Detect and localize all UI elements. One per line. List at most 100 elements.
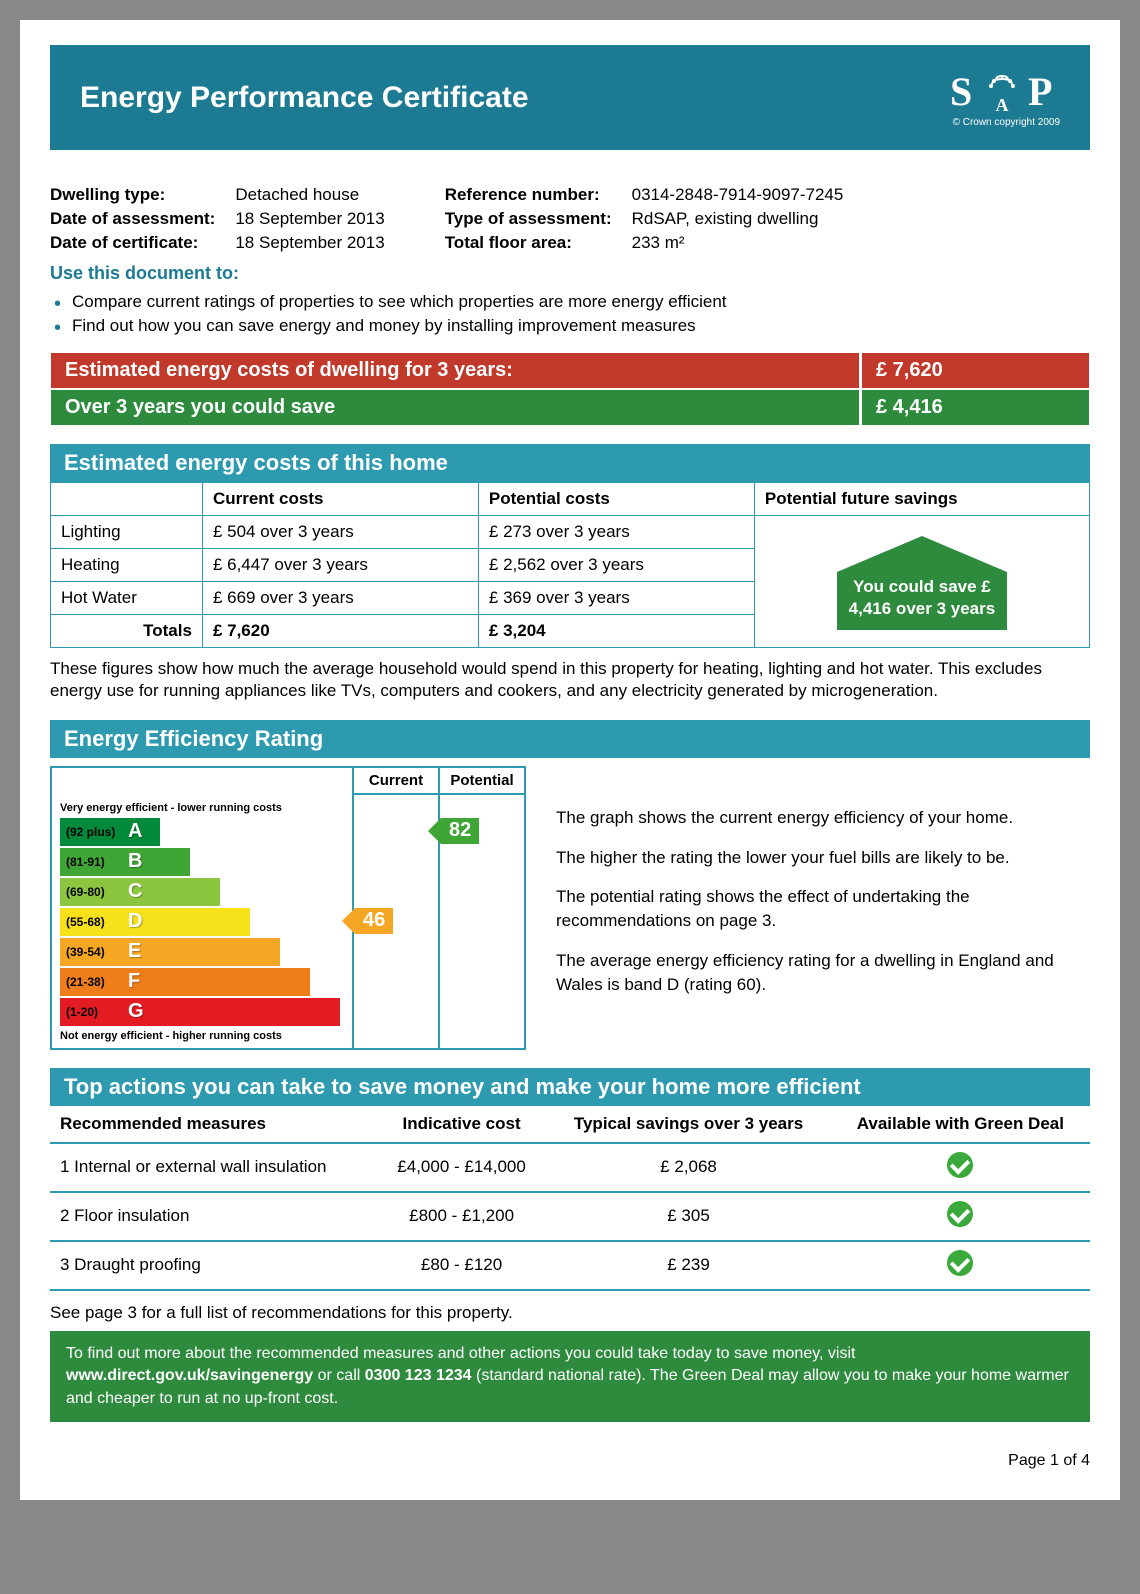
info-col-left: Dwelling type:Detached house Date of ass… — [50, 185, 385, 253]
info-value: RdSAP, existing dwelling — [632, 209, 844, 229]
rating-text-p: The graph shows the current energy effic… — [556, 806, 1090, 830]
rating-pointer: 82 — [428, 818, 479, 844]
action-savings: £ 2,068 — [546, 1143, 830, 1192]
band-range: (21-38) — [66, 975, 120, 989]
costs-row-label: Heating — [51, 548, 203, 581]
costs-section-header: Estimated energy costs of this home — [50, 444, 1090, 482]
info-label: Date of certificate: — [50, 233, 215, 253]
green-deal-box: To find out more about the recommended m… — [50, 1331, 1090, 1422]
info-value: 18 September 2013 — [235, 233, 384, 253]
rating-band: (81-91) B — [60, 848, 190, 876]
use-doc-item: Compare current ratings of properties to… — [50, 290, 1090, 314]
table-row: 2 Floor insulation£800 - £1,200£ 305 — [50, 1192, 1090, 1241]
info-label: Reference number: — [445, 185, 612, 205]
green-box-phone: 0300 123 1234 — [365, 1367, 472, 1384]
actions-note: See page 3 for a full list of recommenda… — [50, 1303, 1090, 1323]
rating-text-p: The average energy efficiency rating for… — [556, 949, 1090, 997]
green-box-text: or call — [313, 1367, 365, 1384]
costs-head-current: Current costs — [202, 482, 478, 515]
svg-text:S: S — [950, 69, 972, 114]
band-letter: D — [128, 910, 142, 933]
summary-cost-label: Estimated energy costs of dwelling for 3… — [51, 353, 859, 388]
bands-caption-bot: Not energy efficient - higher running co… — [60, 1030, 344, 1042]
band-letter: G — [128, 1000, 144, 1023]
green-box-url: www.direct.gov.uk/savingenergy — [66, 1367, 313, 1384]
savings-arrow-icon: You could save £ 4,416 over 3 years — [837, 536, 1007, 630]
rating-pointer: 46 — [342, 908, 393, 934]
rating-section: Very energy efficient - lower running co… — [50, 766, 1090, 1050]
check-icon — [947, 1250, 973, 1276]
use-doc-item: Find out how you can save energy and mon… — [50, 314, 1090, 338]
band-range: (81-91) — [66, 855, 120, 869]
rating-text: The graph shows the current energy effic… — [556, 766, 1090, 1050]
band-letter: B — [128, 850, 142, 873]
costs-row-label: Lighting — [51, 515, 203, 548]
savings-cell: You could save £ 4,416 over 3 years — [754, 515, 1089, 647]
rating-chart: Very energy efficient - lower running co… — [50, 766, 526, 1050]
info-grid: Dwelling type:Detached house Date of ass… — [50, 185, 1090, 253]
check-icon — [947, 1201, 973, 1227]
info-label: Date of assessment: — [50, 209, 215, 229]
use-doc-list: Compare current ratings of properties to… — [50, 290, 1090, 338]
action-measure: 3 Draught proofing — [50, 1241, 377, 1290]
page: Energy Performance Certificate S A P © C… — [20, 20, 1120, 1500]
costs-head-blank — [51, 482, 203, 515]
table-row: Current costs Potential costs Potential … — [51, 482, 1090, 515]
action-greendeal — [831, 1143, 1090, 1192]
savings-text: You could save £ 4,416 over 3 years — [837, 572, 1007, 630]
action-greendeal — [831, 1241, 1090, 1290]
rating-text-p: The higher the rating the lower your fue… — [556, 846, 1090, 870]
table-row: 3 Draught proofing£80 - £120£ 239 — [50, 1241, 1090, 1290]
rating-band: (39-54) E — [60, 938, 280, 966]
info-col-right: Reference number:0314-2848-7914-9097-724… — [445, 185, 844, 253]
rating-band: (1-20) G — [60, 998, 340, 1026]
summary-cost-row: Estimated energy costs of dwelling for 3… — [50, 352, 1090, 389]
actions-table: Recommended measures Indicative cost Typ… — [50, 1106, 1090, 1291]
action-measure: 1 Internal or external wall insulation — [50, 1143, 377, 1192]
action-cost: £4,000 - £14,000 — [377, 1143, 546, 1192]
info-label: Type of assessment: — [445, 209, 612, 229]
rating-col-current: Current 46 — [352, 768, 438, 1048]
summary-save-label: Over 3 years you could save — [51, 390, 859, 425]
actions-head-cost: Indicative cost — [377, 1106, 546, 1143]
page-number: Page 1 of 4 — [50, 1452, 1090, 1470]
action-savings: £ 239 — [546, 1241, 830, 1290]
band-range: (69-80) — [66, 885, 120, 899]
info-value: 233 m² — [632, 233, 844, 253]
rating-section-header: Energy Efficiency Rating — [50, 720, 1090, 758]
bands-caption-top: Very energy efficient - lower running co… — [60, 802, 344, 814]
action-greendeal — [831, 1192, 1090, 1241]
actions-head-measures: Recommended measures — [50, 1106, 377, 1143]
summary-save-value: £ 4,416 — [859, 390, 1089, 425]
rating-band: (21-38) F — [60, 968, 310, 996]
use-doc-title: Use this document to: — [50, 263, 1090, 284]
costs-row-potential: £ 2,562 over 3 years — [478, 548, 754, 581]
band-letter: A — [128, 820, 142, 843]
action-cost: £800 - £1,200 — [377, 1192, 546, 1241]
table-row: 1 Internal or external wall insulation£4… — [50, 1143, 1090, 1192]
actions-head-greendeal: Available with Green Deal — [831, 1106, 1090, 1143]
rating-text-p: The potential rating shows the effect of… — [556, 885, 1090, 933]
bands-panel: Very energy efficient - lower running co… — [52, 768, 352, 1048]
band-letter: E — [128, 940, 141, 963]
costs-row-current: £ 6,447 over 3 years — [202, 548, 478, 581]
costs-row-current: £ 504 over 3 years — [202, 515, 478, 548]
costs-row-current: £ 669 over 3 years — [202, 581, 478, 614]
costs-total-potential: £ 3,204 — [478, 614, 754, 647]
band-range: (1-20) — [66, 1005, 120, 1019]
header-title: Energy Performance Certificate — [80, 81, 529, 115]
table-row: Lighting £ 504 over 3 years £ 273 over 3… — [51, 515, 1090, 548]
band-letter: F — [128, 970, 140, 993]
action-measure: 2 Floor insulation — [50, 1192, 377, 1241]
col-head-potential: Potential — [440, 768, 524, 795]
green-box-text: To find out more about the recommended m… — [66, 1345, 855, 1362]
summary-save-row: Over 3 years you could save £ 4,416 — [50, 389, 1090, 426]
rating-band: (55-68)D — [60, 908, 250, 936]
costs-table: Current costs Potential costs Potential … — [50, 482, 1090, 648]
actions-section-header: Top actions you can take to save money a… — [50, 1068, 1090, 1106]
rating-col-potential: Potential 82 — [438, 768, 524, 1048]
info-value: 18 September 2013 — [235, 209, 384, 229]
band-range: (39-54) — [66, 945, 120, 959]
costs-row-potential: £ 369 over 3 years — [478, 581, 754, 614]
costs-note: These figures show how much the average … — [50, 658, 1090, 702]
